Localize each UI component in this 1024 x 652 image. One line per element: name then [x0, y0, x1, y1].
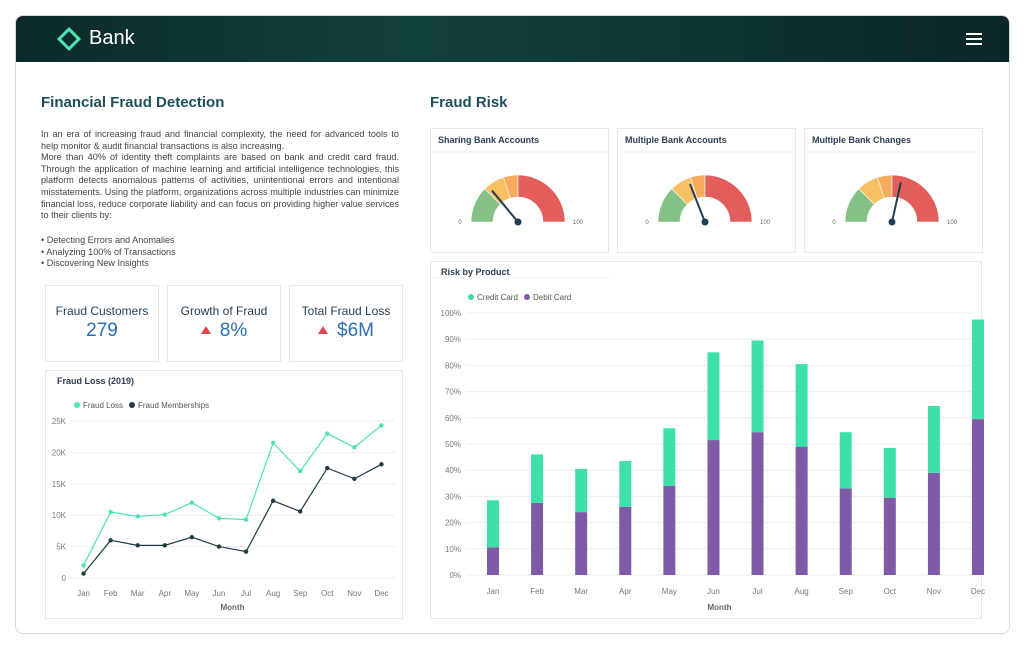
section-title: Financial Fraud Detection	[41, 94, 225, 111]
section-title: Fraud Risk	[430, 94, 508, 111]
card	[45, 370, 403, 619]
kpi-label: Total Fraud Loss	[301, 304, 391, 318]
kpi-value: 279	[46, 320, 158, 342]
gauge-card	[430, 128, 609, 253]
menu-button[interactable]	[965, 32, 985, 46]
trend-up-icon	[200, 326, 211, 334]
kpi-label: Growth of Fraud	[180, 304, 268, 318]
bullet-list: Detecting Errors and AnomaliesAnalyzing …	[41, 235, 176, 270]
gauge-title: Sharing Bank Accounts	[438, 135, 540, 145]
card	[430, 261, 982, 619]
gauge-card	[804, 128, 983, 253]
kpi-number: 8%	[219, 320, 248, 341]
bullet-item: Discovering New Insights	[41, 258, 176, 270]
chart-title: Risk by Product	[441, 267, 510, 277]
kpi-card: Fraud Customers 279	[45, 285, 159, 362]
kpi-label: Fraud Customers	[55, 304, 149, 318]
gauge-title: Multiple Bank Changes	[812, 135, 912, 145]
gauge-card	[617, 128, 796, 253]
paragraph: More than 40% of identity theft complain…	[41, 152, 399, 221]
chart-title: Fraud Loss (2019)	[57, 376, 135, 386]
kpi-card: Total Fraud Loss $6M	[289, 285, 403, 362]
kpi-value: 8%	[168, 320, 280, 342]
bullet-item: Analyzing 100% of Transactions	[41, 247, 175, 259]
kpi-number: 279	[86, 320, 118, 341]
header: Bank	[16, 16, 1009, 62]
trend-up-icon	[318, 326, 329, 334]
kpi-number: $6M	[337, 320, 374, 341]
kpi-card: Growth of Fraud 8%	[167, 285, 281, 362]
paragraph: In an era of increasing fraud and financ…	[41, 129, 399, 151]
logo	[56, 26, 82, 52]
brand: Bank	[89, 27, 135, 49]
kpi-value: $6M	[290, 320, 402, 342]
bullet-item: Detecting Errors and Anomalies	[41, 235, 176, 247]
gauge-title: Multiple Bank Accounts	[625, 135, 727, 145]
intro-text: In an era of increasing fraud and financ…	[41, 129, 399, 222]
